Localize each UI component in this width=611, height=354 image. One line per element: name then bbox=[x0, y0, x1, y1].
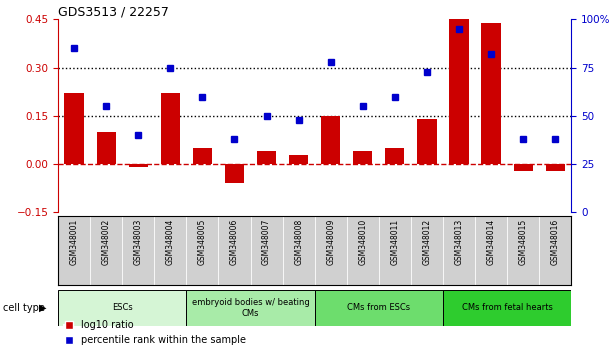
Bar bbox=[283, 216, 315, 285]
Text: ▶: ▶ bbox=[38, 303, 46, 313]
Text: GSM348008: GSM348008 bbox=[294, 219, 303, 265]
Text: ESCs: ESCs bbox=[112, 303, 133, 313]
Bar bbox=[186, 290, 315, 326]
Text: GSM348011: GSM348011 bbox=[390, 219, 400, 265]
Bar bbox=[411, 216, 443, 285]
Text: GSM348005: GSM348005 bbox=[198, 219, 207, 265]
Bar bbox=[514, 164, 533, 171]
Bar bbox=[450, 19, 469, 164]
Bar bbox=[507, 216, 540, 285]
Text: GSM348001: GSM348001 bbox=[70, 219, 79, 265]
Bar bbox=[225, 164, 244, 183]
Bar bbox=[546, 164, 565, 171]
Text: GSM348009: GSM348009 bbox=[326, 219, 335, 265]
Bar bbox=[58, 290, 186, 326]
Bar bbox=[251, 216, 283, 285]
Text: embryoid bodies w/ beating
CMs: embryoid bodies w/ beating CMs bbox=[192, 298, 309, 318]
Bar bbox=[417, 119, 436, 164]
Text: GSM348010: GSM348010 bbox=[358, 219, 367, 265]
Bar bbox=[65, 93, 84, 164]
Text: GSM348003: GSM348003 bbox=[134, 219, 143, 265]
Bar bbox=[321, 116, 340, 164]
Text: GDS3513 / 22257: GDS3513 / 22257 bbox=[58, 5, 169, 18]
Bar bbox=[257, 151, 276, 164]
Text: GSM348014: GSM348014 bbox=[486, 219, 496, 265]
Text: GSM348006: GSM348006 bbox=[230, 219, 239, 265]
Bar bbox=[289, 154, 309, 164]
Bar bbox=[347, 216, 379, 285]
Bar bbox=[475, 216, 507, 285]
Text: cell type: cell type bbox=[3, 303, 45, 313]
Bar bbox=[186, 216, 219, 285]
Bar bbox=[155, 216, 186, 285]
Bar bbox=[315, 216, 347, 285]
Bar bbox=[90, 216, 122, 285]
Bar bbox=[161, 93, 180, 164]
Text: CMs from ESCs: CMs from ESCs bbox=[347, 303, 411, 313]
Bar bbox=[379, 216, 411, 285]
Bar bbox=[129, 164, 148, 167]
Bar bbox=[386, 148, 404, 164]
Text: GSM348004: GSM348004 bbox=[166, 219, 175, 265]
Text: GSM348007: GSM348007 bbox=[262, 219, 271, 265]
Legend: log10 ratio, percentile rank within the sample: log10 ratio, percentile rank within the … bbox=[60, 316, 250, 349]
Bar bbox=[219, 216, 251, 285]
Text: GSM348015: GSM348015 bbox=[519, 219, 528, 265]
Bar bbox=[353, 151, 373, 164]
Bar bbox=[443, 216, 475, 285]
Bar bbox=[540, 216, 571, 285]
Bar bbox=[58, 216, 90, 285]
Text: GSM348002: GSM348002 bbox=[101, 219, 111, 265]
Bar bbox=[122, 216, 155, 285]
Bar bbox=[443, 290, 571, 326]
Text: GSM348012: GSM348012 bbox=[422, 219, 431, 265]
Bar bbox=[481, 23, 501, 164]
Text: GSM348013: GSM348013 bbox=[455, 219, 464, 265]
Text: GSM348016: GSM348016 bbox=[551, 219, 560, 265]
Bar bbox=[315, 290, 443, 326]
Text: CMs from fetal hearts: CMs from fetal hearts bbox=[462, 303, 552, 313]
Bar bbox=[193, 148, 212, 164]
Bar bbox=[97, 132, 116, 164]
